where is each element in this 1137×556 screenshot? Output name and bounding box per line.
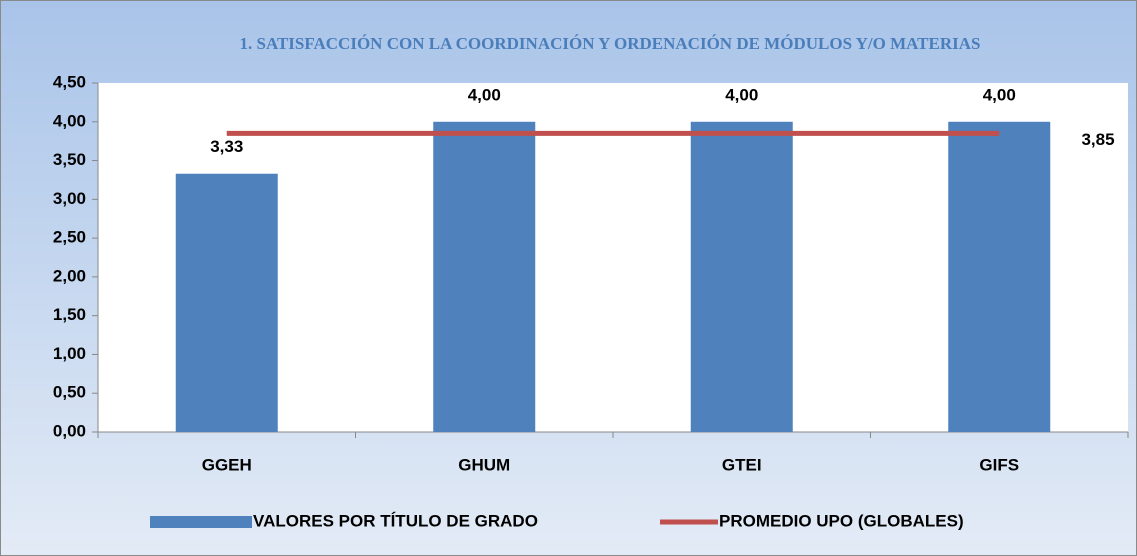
x-tick-label: GHUM	[458, 455, 510, 474]
y-tick-label: 1,00	[53, 344, 86, 363]
bar	[433, 121, 536, 433]
data-label: 3,33	[210, 137, 243, 156]
x-tick-label: GTEI	[722, 455, 762, 474]
x-tick-label: GIFS	[979, 455, 1019, 474]
data-label: 4,00	[983, 85, 1016, 104]
bar	[690, 121, 793, 433]
y-tick-label: 3,50	[53, 150, 86, 169]
data-label: 4,00	[468, 85, 501, 104]
y-tick-label: 3,00	[53, 189, 86, 208]
chart-title: 1. SATISFACCIÓN CON LA COORDINACIÓN Y OR…	[240, 34, 981, 53]
x-tick-label: GGEH	[202, 455, 252, 474]
y-tick-label: 0,50	[53, 383, 86, 402]
y-tick-label: 2,00	[53, 266, 86, 285]
legend-label: PROMEDIO UPO (GLOBALES)	[719, 511, 964, 530]
data-label: 4,00	[725, 85, 758, 104]
y-tick-label: 4,50	[53, 72, 86, 91]
bar	[948, 121, 1051, 433]
data-label: 3,85	[1081, 130, 1114, 149]
y-tick-label: 0,00	[53, 421, 86, 440]
y-tick-label: 4,00	[53, 111, 86, 130]
legend-swatch	[150, 516, 252, 528]
y-tick-label: 2,50	[53, 228, 86, 247]
bar	[175, 173, 278, 433]
y-tick-label: 1,50	[53, 305, 86, 324]
legend-label: VALORES POR TÍTULO DE GRADO	[253, 511, 538, 530]
